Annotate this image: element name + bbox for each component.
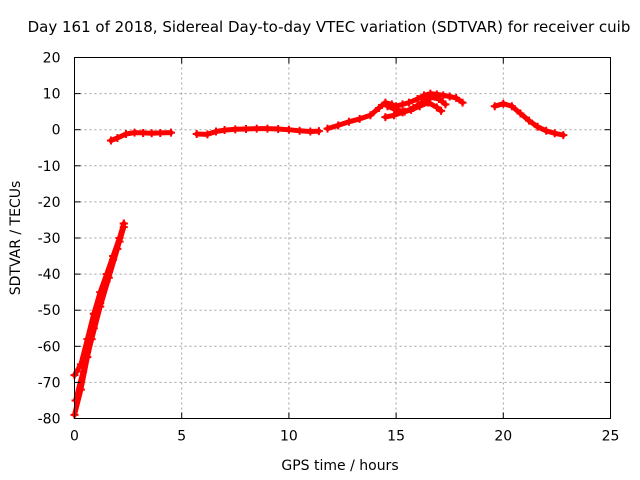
- data-point: [533, 122, 542, 131]
- x-tick-label: 10: [280, 429, 298, 445]
- y-tick-label: 10: [43, 87, 61, 103]
- y-tick-label: 0: [52, 123, 61, 139]
- y-tick-label: -10: [38, 159, 61, 175]
- y-tick-label: -80: [38, 412, 61, 428]
- series-arc-4: [490, 99, 568, 140]
- data-point: [96, 302, 105, 311]
- x-tick-label: 25: [602, 429, 620, 445]
- data-point: [458, 98, 467, 107]
- data-point: [334, 121, 343, 130]
- series-arc-2: [192, 124, 323, 139]
- data-point: [156, 128, 165, 137]
- data-point: [437, 106, 446, 115]
- data-point: [220, 126, 229, 135]
- data-point: [400, 107, 409, 116]
- series-arc-3-branch-2: [383, 93, 450, 116]
- data-point: [409, 104, 418, 113]
- data-point: [139, 128, 148, 137]
- data-point: [392, 105, 401, 114]
- data-point: [441, 100, 450, 109]
- x-tick-labels: 0 5 10 15 20 25: [70, 429, 619, 445]
- data-point: [452, 93, 461, 102]
- data-point: [366, 111, 375, 120]
- data-point: [212, 127, 221, 136]
- data-point: [242, 124, 251, 133]
- data-point: [383, 102, 392, 111]
- data-point: [113, 244, 122, 253]
- y-tick-label: -40: [38, 267, 61, 283]
- data-point: [344, 117, 353, 126]
- y-tick-label: -60: [38, 339, 61, 355]
- data-point: [417, 98, 426, 107]
- data-point: [550, 129, 559, 138]
- y-tick-label: -20: [38, 195, 61, 211]
- axis-ticks: [74, 57, 611, 419]
- y-tick-label: 20: [43, 51, 61, 67]
- data-series: [70, 89, 568, 419]
- data-point: [374, 104, 383, 113]
- data-point: [252, 124, 261, 133]
- data-point: [445, 92, 454, 101]
- data-point: [432, 103, 441, 112]
- data-point: [306, 127, 315, 136]
- data-point: [434, 95, 443, 104]
- x-tick-label: 0: [70, 429, 79, 445]
- y-tick-label: -50: [38, 303, 61, 319]
- data-point: [398, 100, 407, 109]
- data-point: [71, 396, 80, 405]
- data-point: [323, 124, 332, 133]
- data-point: [295, 126, 304, 135]
- data-point: [121, 130, 130, 139]
- data-point: [426, 93, 435, 102]
- data-point: [284, 125, 293, 134]
- data-point: [119, 219, 128, 228]
- x-tick-label: 15: [387, 429, 405, 445]
- data-point: [381, 113, 390, 122]
- data-point: [263, 124, 272, 133]
- data-point: [147, 129, 156, 138]
- chart-title: Day 161 of 2018, Sidereal Day-to-day VTE…: [28, 18, 631, 36]
- data-point: [130, 128, 139, 137]
- data-point: [389, 111, 398, 120]
- data-point: [87, 335, 96, 344]
- y-tick-labels: -80 -70 -60 -50 -40 -30 -20 -10 0 10 20: [38, 51, 61, 428]
- data-point: [559, 131, 568, 140]
- data-point: [355, 114, 364, 123]
- data-point: [166, 128, 175, 137]
- series-early-steep-rise-c: [71, 219, 128, 405]
- data-point: [231, 125, 240, 134]
- data-point: [499, 99, 508, 108]
- x-axis-label: GPS time / hours: [281, 458, 398, 474]
- y-tick-label: -30: [38, 231, 61, 247]
- data-point: [192, 130, 201, 139]
- data-point: [314, 127, 323, 136]
- data-point: [413, 95, 422, 104]
- series-arc-1: [106, 128, 175, 145]
- data-point: [274, 124, 283, 133]
- x-tick-label: 5: [177, 429, 186, 445]
- data-point: [79, 367, 88, 376]
- data-point: [419, 91, 428, 100]
- x-tick-label: 20: [494, 429, 512, 445]
- data-point: [525, 116, 534, 125]
- y-tick-label: -70: [38, 375, 61, 391]
- y-axis-label: SDTVAR / TECUs: [8, 181, 24, 296]
- data-point: [439, 91, 448, 100]
- data-point: [104, 273, 113, 282]
- data-point: [203, 130, 212, 139]
- data-point: [113, 134, 122, 143]
- data-point: [516, 109, 525, 118]
- data-point: [404, 98, 413, 107]
- data-point: [106, 136, 115, 145]
- data-point: [490, 102, 499, 111]
- data-point: [542, 126, 551, 135]
- data-point: [507, 102, 516, 111]
- grid-lines: [74, 57, 611, 419]
